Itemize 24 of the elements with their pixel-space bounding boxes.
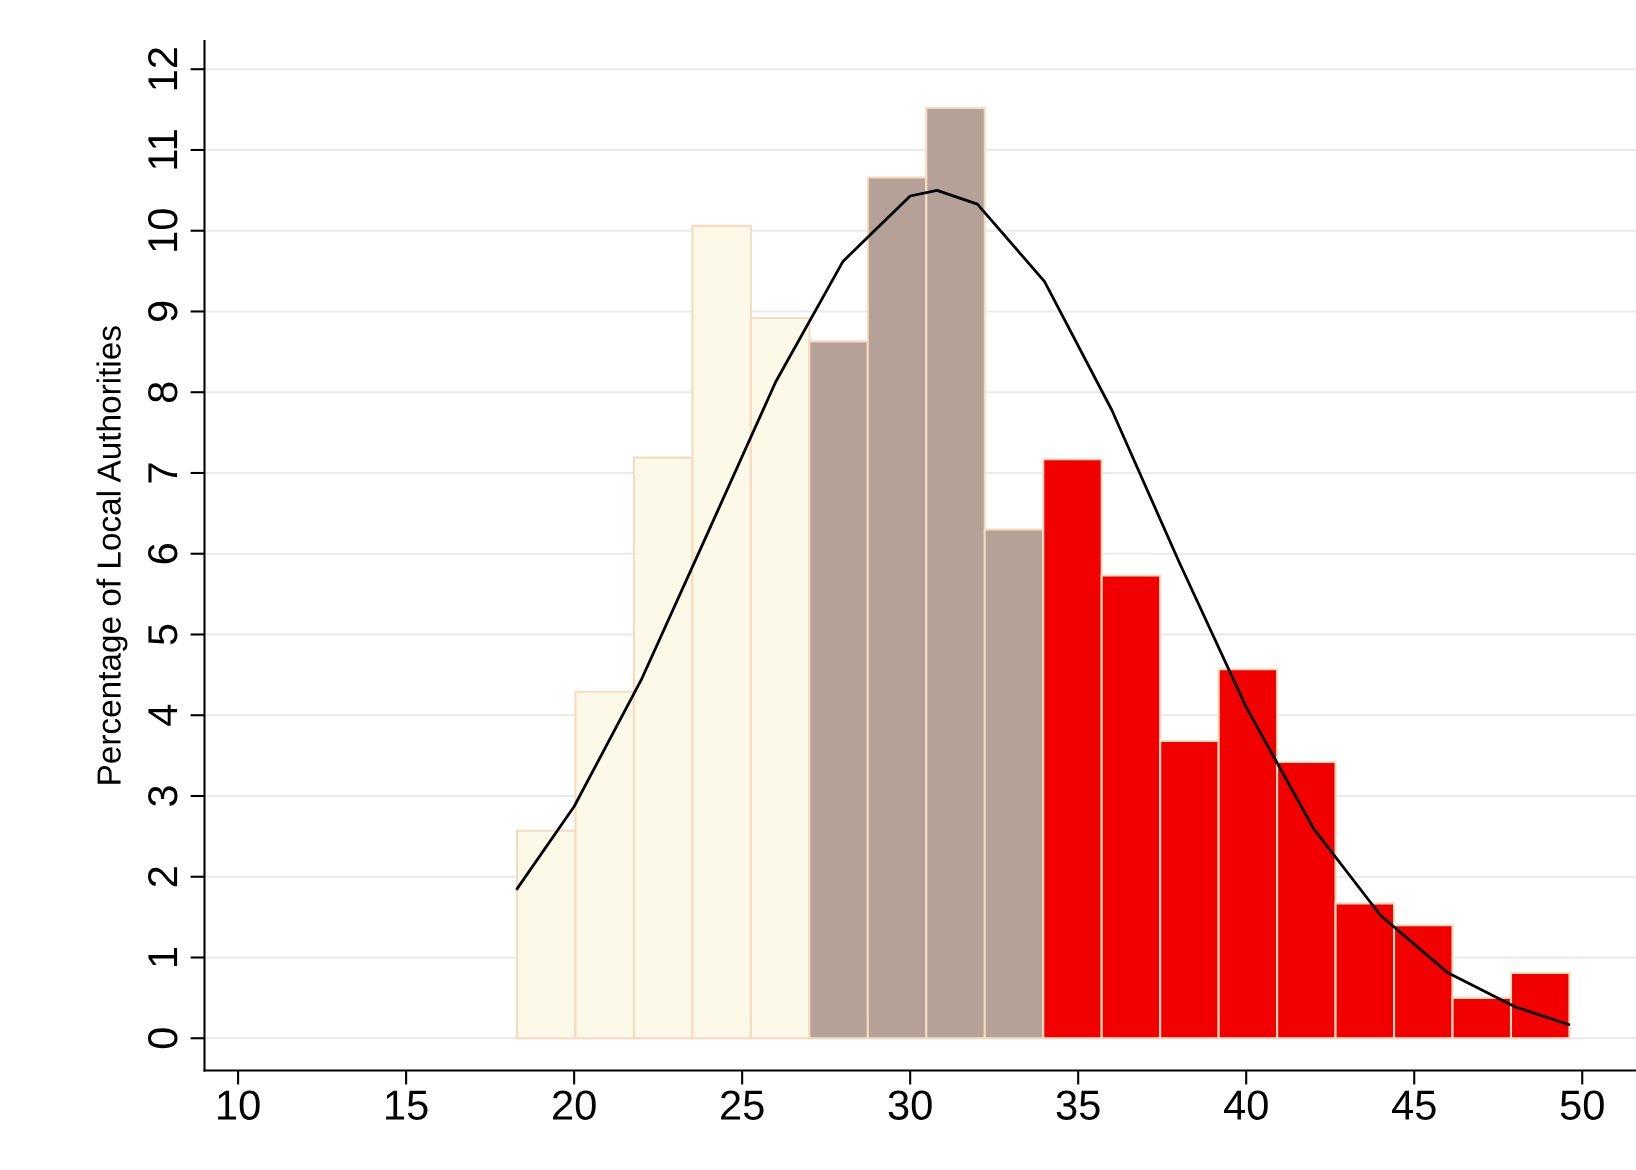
x-tick-label: 30: [888, 1090, 932, 1120]
x-tick-label: 45: [1392, 1090, 1436, 1120]
y-tick-label: 10: [148, 209, 178, 251]
x-tick-label: 40: [1223, 1090, 1268, 1120]
y-tick-label: 3: [148, 786, 178, 806]
y-tick-label: 0: [148, 1028, 178, 1049]
y-tick-label: 5: [148, 624, 178, 645]
line-series: [515, 188, 1571, 1026]
y-tick-label: 1: [148, 947, 178, 966]
y-tick-label: 8: [148, 382, 178, 402]
x-tick-label: 15: [386, 1090, 428, 1120]
x-tick-label: 50: [1560, 1090, 1604, 1120]
y-tick-label: 9: [148, 301, 178, 322]
x-tick-label: 25: [721, 1090, 764, 1120]
y-tick-label: 4: [148, 704, 178, 726]
x-tick-label: 20: [553, 1090, 596, 1120]
x-tick-label: 35: [1056, 1090, 1100, 1120]
y-tick-label: 12: [148, 48, 178, 90]
y-tick-label: 11: [148, 130, 178, 169]
y-tick-label: 2: [148, 867, 178, 887]
y-tick-label: 7: [148, 463, 178, 483]
y-axis-title: Percentage of Local Authorities: [96, 326, 128, 784]
y-tick-label: 6: [148, 543, 178, 564]
x-tick-label: 10: [218, 1090, 260, 1120]
